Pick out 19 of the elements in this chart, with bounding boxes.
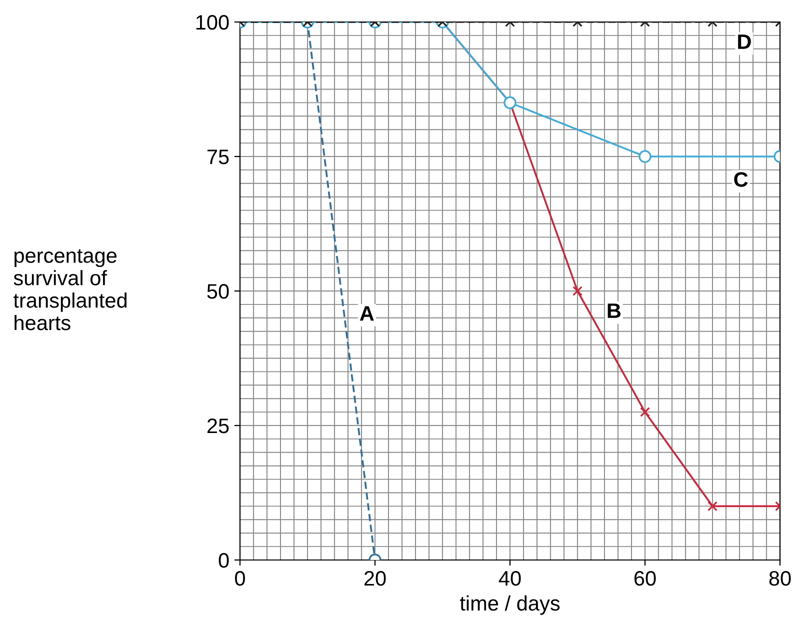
annotation: C	[734, 172, 748, 187]
point	[640, 407, 650, 418]
y-tick-label: 25	[207, 418, 229, 434]
point	[572, 286, 582, 296]
x-axis-title: time / days	[460, 595, 560, 615]
annotation: B	[608, 304, 621, 318]
point	[708, 501, 718, 512]
x-tick-label: 60	[634, 570, 656, 586]
y-tick-label: 50	[207, 284, 229, 299]
x-tick-label: 40	[498, 570, 521, 586]
x-tick-label: 20	[364, 570, 386, 586]
y-tick-label: 75	[207, 150, 229, 164]
x-tick-label: 0	[235, 570, 245, 586]
x-tick-label: 80	[769, 570, 791, 586]
annotation: D	[738, 34, 751, 49]
annotation: A	[360, 306, 374, 321]
y-tick-label: 100	[196, 15, 229, 30]
y-tick-label: 0	[218, 553, 229, 568]
y-axis-title: percentage survival of transplanted hearts	[14, 249, 127, 330]
